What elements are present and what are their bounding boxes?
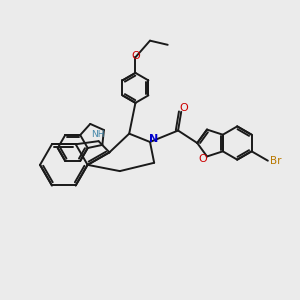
Text: NH: NH (91, 130, 104, 139)
Text: O: O (180, 103, 189, 113)
Text: N: N (149, 134, 159, 144)
Text: O: O (131, 51, 140, 61)
Text: Br: Br (270, 156, 281, 166)
Text: O: O (199, 154, 207, 164)
